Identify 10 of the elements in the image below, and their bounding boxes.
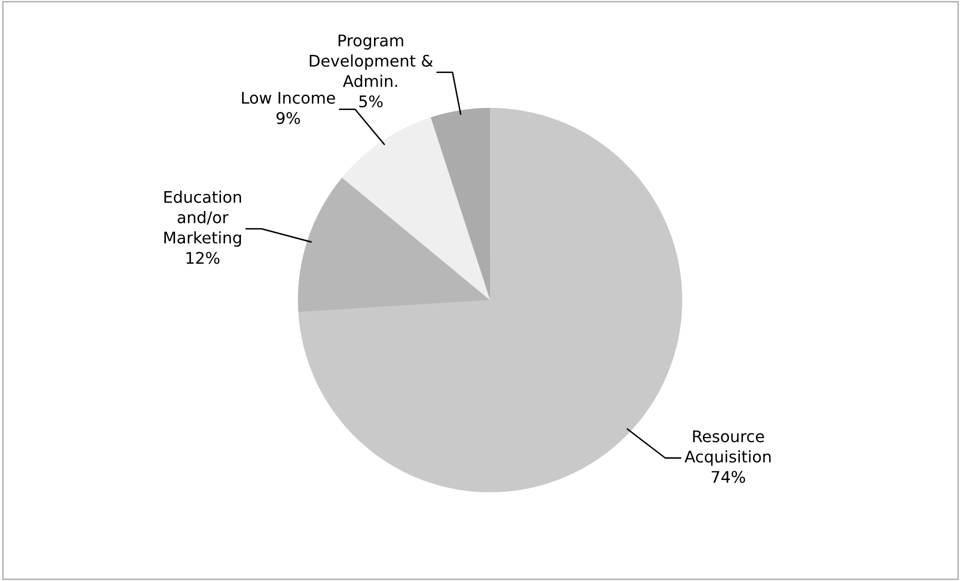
data-label: 9% xyxy=(276,112,300,124)
data-label: 12% xyxy=(186,252,220,264)
pie-slice xyxy=(342,117,490,300)
data-label: 5% xyxy=(359,95,383,108)
slice-label: Low Income xyxy=(242,92,335,104)
slice-label: Program Development & Admin. xyxy=(310,34,433,88)
pie-slice xyxy=(298,108,682,492)
data-label: 74% xyxy=(712,470,746,483)
slice-label: Resource Acquisition xyxy=(684,430,771,466)
slice-label: Education and/or Marketing xyxy=(164,190,242,247)
